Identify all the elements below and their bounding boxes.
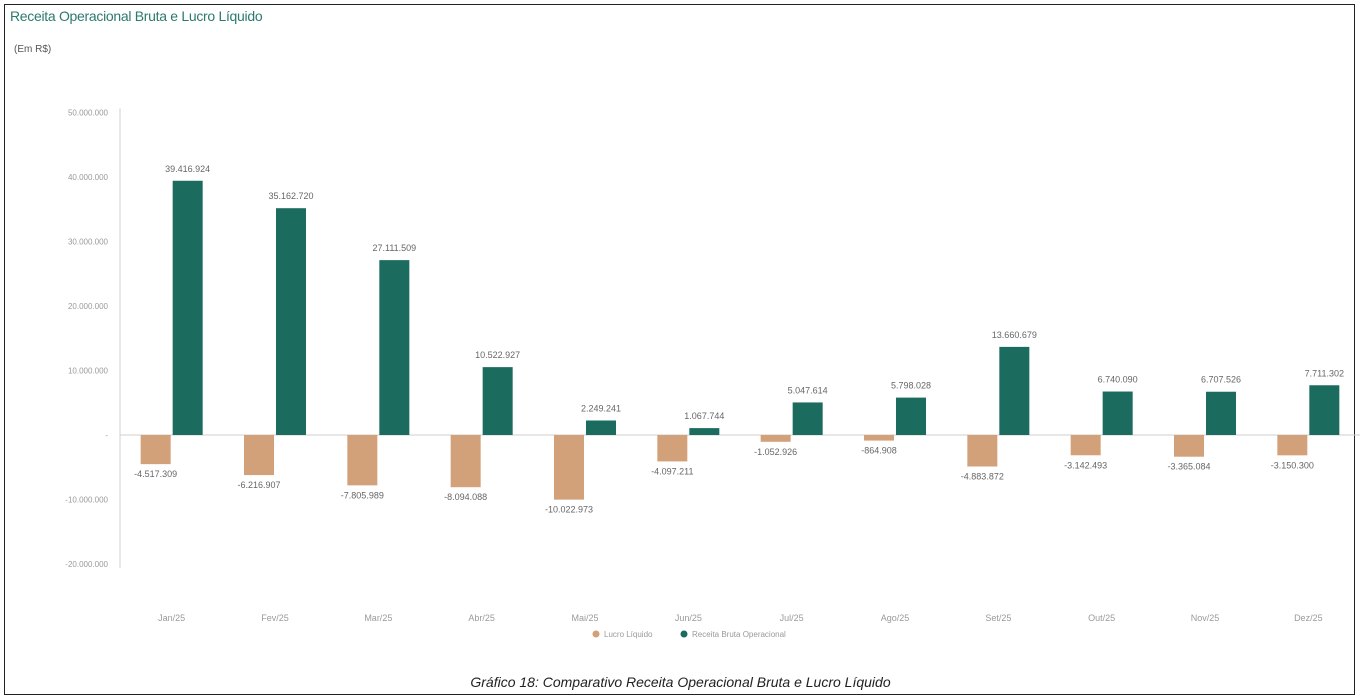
legend-marker (680, 630, 688, 638)
data-label-lucro-liquido: -864.908 (861, 446, 897, 456)
bar-receita-bruta (482, 367, 513, 435)
x-category-label: Out/25 (1088, 613, 1115, 623)
bar-receita-bruta (586, 420, 616, 435)
bar-lucro-liquido (554, 435, 584, 500)
x-category-label: Fev/25 (261, 613, 289, 623)
bar-lucro-liquido (967, 435, 998, 467)
data-label-lucro-liquido: -3.150.300 (1271, 460, 1314, 470)
data-label-receita-bruta: 10.522.927 (475, 350, 520, 360)
data-label-receita-bruta: 7.711.302 (1305, 368, 1344, 378)
bar-receita-bruta (276, 208, 306, 435)
data-label-receita-bruta: 35.162.720 (268, 191, 313, 201)
x-category-label: Jul/25 (780, 613, 804, 623)
bar-receita-bruta (792, 402, 823, 435)
x-category-label: Ago/25 (881, 613, 910, 623)
chart-frame (4, 4, 1355, 695)
data-label-receita-bruta: 6.740.090 (1098, 375, 1138, 385)
data-label-lucro-liquido: -10.022.973 (545, 505, 593, 515)
legend-marker (592, 630, 600, 638)
x-category-label: Mar/25 (364, 613, 392, 623)
data-label-lucro-liquido: -4.097.211 (651, 466, 693, 476)
data-label-receita-bruta: 2.249.241 (581, 403, 621, 413)
figure-caption: Gráfico 18: Comparativo Receita Operacio… (470, 674, 891, 690)
bar-lucro-liquido (760, 435, 791, 442)
chart-unit-label: (Em R$) (14, 44, 52, 55)
data-label-receita-bruta: 13.660.679 (992, 330, 1037, 340)
data-label-receita-bruta: 6.707.526 (1201, 375, 1241, 385)
bar-lucro-liquido (244, 435, 274, 476)
x-category-label: Abr/25 (468, 613, 495, 623)
bar-lucro-liquido (140, 435, 171, 465)
x-category-label: Set/25 (985, 613, 1011, 623)
y-tick-label: -10.000.000 (65, 496, 108, 505)
y-tick-label: 20.000.000 (68, 302, 109, 311)
bar-lucro-liquido (864, 435, 894, 441)
bar-lucro-liquido (1070, 435, 1101, 456)
data-label-receita-bruta: 1.067.744 (684, 411, 724, 421)
y-tick-label: 10.000.000 (68, 367, 109, 376)
data-label-lucro-liquido: -1.052.926 (754, 447, 797, 457)
data-label-receita-bruta: 5.047.614 (788, 385, 828, 395)
data-label-lucro-liquido: -6.216.907 (237, 480, 280, 490)
bar-receita-bruta (172, 180, 203, 435)
y-tick-label: - (105, 431, 108, 440)
bar-receita-bruta (689, 428, 720, 435)
bar-lucro-liquido (1174, 435, 1204, 457)
y-tick-label: 40.000.000 (68, 173, 109, 182)
data-label-receita-bruta: 5.798.028 (891, 381, 931, 391)
x-category-label: Dez/25 (1294, 613, 1323, 623)
bar-receita-bruta (999, 346, 1030, 435)
bar-lucro-liquido (347, 435, 378, 486)
legend-label: Receita Bruta Operacional (692, 630, 786, 639)
data-label-lucro-liquido: -7.805.989 (341, 490, 384, 500)
bar-lucro-liquido (450, 435, 481, 488)
bar-receita-bruta (1309, 385, 1340, 435)
bar-receita-bruta (379, 260, 410, 435)
bar-receita-bruta (1206, 391, 1236, 435)
data-label-receita-bruta: 27.111.509 (372, 243, 416, 253)
bar-lucro-liquido (1277, 435, 1308, 456)
bar-receita-bruta (896, 397, 926, 435)
y-tick-label: 50.000.000 (68, 109, 109, 118)
x-category-label: Mai/25 (571, 613, 598, 623)
data-label-lucro-liquido: -3.365.084 (1167, 462, 1210, 472)
bar-lucro-liquido (657, 435, 688, 462)
chart-title: Receita Operacional Bruta e Lucro Líquid… (10, 8, 263, 24)
bar-receita-bruta (1102, 391, 1133, 435)
x-category-label: Jan/25 (158, 613, 185, 623)
y-tick-label: 30.000.000 (68, 238, 109, 247)
y-tick-label: -20.000.000 (65, 560, 108, 569)
data-label-lucro-liquido: -8.094.088 (444, 492, 487, 502)
x-category-label: Nov/25 (1191, 613, 1220, 623)
data-label-receita-bruta: 39.416.924 (165, 164, 210, 174)
legend-label: Lucro Líquido (604, 630, 653, 639)
data-label-lucro-liquido: -4.517.309 (134, 469, 177, 479)
data-label-lucro-liquido: -4.883.872 (961, 472, 1004, 482)
x-category-label: Jun/25 (675, 613, 702, 623)
data-label-lucro-liquido: -3.142.493 (1064, 460, 1107, 470)
